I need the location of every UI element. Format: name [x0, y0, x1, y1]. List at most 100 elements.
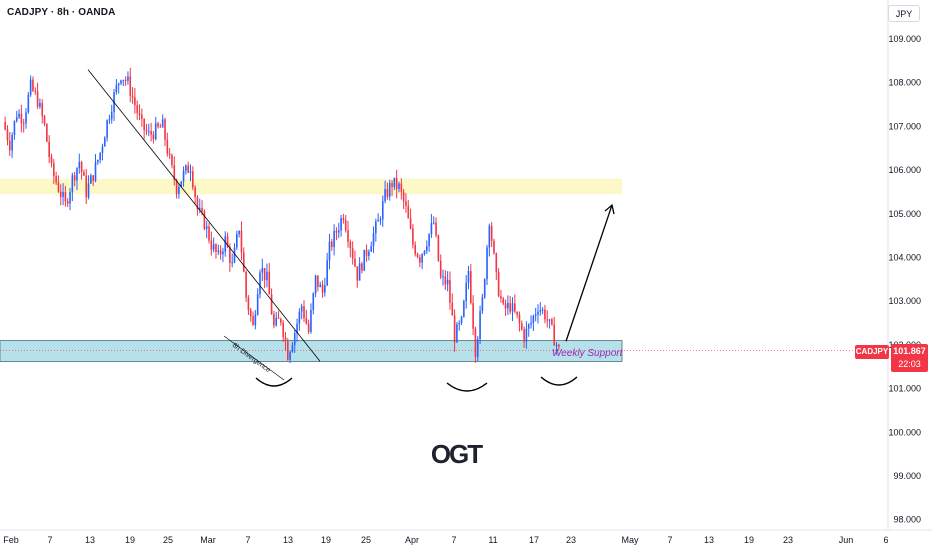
candle [497, 268, 500, 298]
candle-body [196, 197, 199, 210]
candle [432, 216, 435, 225]
candle-body [363, 249, 366, 271]
candle [458, 320, 461, 331]
candle [175, 178, 178, 199]
candle-body [516, 311, 518, 315]
candle-body [46, 124, 48, 142]
candle-body [497, 272, 500, 297]
candle [110, 104, 113, 124]
candle [122, 79, 125, 87]
candle [185, 164, 187, 175]
candle-body [437, 235, 440, 261]
candle-body [101, 146, 104, 153]
x-tick-label: 19 [125, 535, 135, 545]
currency-button[interactable]: JPY [888, 5, 920, 22]
candle-body [409, 218, 412, 229]
candle [356, 266, 359, 288]
candle [303, 300, 305, 323]
candle-body [472, 303, 474, 329]
candle [384, 180, 386, 204]
candle [495, 252, 498, 281]
candle [191, 166, 194, 191]
candle-body [307, 323, 310, 332]
candle-body [525, 328, 528, 342]
support-label: Weekly Support [552, 348, 624, 359]
candle-body [87, 183, 90, 198]
candle-body [451, 302, 454, 316]
candle-body [305, 318, 308, 324]
candle [161, 114, 164, 128]
candle-body [548, 319, 551, 321]
candle-body [520, 323, 523, 330]
candle [198, 198, 201, 214]
candle [363, 249, 366, 271]
x-tick-label: May [621, 535, 639, 545]
candle [92, 175, 95, 187]
candle [451, 293, 454, 316]
candle [178, 183, 180, 199]
candle-body [291, 344, 294, 352]
candle-body [361, 263, 363, 271]
x-tick-label: 7 [667, 535, 672, 545]
candle-body [537, 311, 539, 315]
candle [284, 332, 287, 351]
candle-body [337, 230, 340, 233]
candle-body [210, 240, 213, 250]
candle [463, 299, 465, 318]
candle [368, 249, 370, 261]
candle [238, 230, 240, 238]
candle [29, 75, 32, 97]
candle [83, 169, 85, 176]
candle [196, 195, 199, 216]
candle-body [270, 294, 273, 315]
candle [69, 188, 71, 211]
candle-body [175, 180, 178, 194]
candle [310, 303, 312, 334]
candle-body [64, 192, 67, 202]
candle [444, 270, 447, 291]
candle-body [222, 251, 224, 255]
candle [298, 308, 301, 331]
candle [59, 184, 62, 206]
candle-body [48, 141, 50, 157]
candle [168, 148, 171, 159]
candle-body [194, 187, 196, 198]
candle [71, 172, 74, 202]
candle [259, 269, 261, 299]
candle-body [32, 79, 34, 91]
candle-body [414, 244, 417, 255]
candle [307, 319, 310, 335]
candle-body [425, 246, 428, 251]
candle [124, 76, 127, 86]
candle [486, 244, 488, 285]
candle-body [439, 260, 442, 278]
candle-body [15, 117, 18, 122]
candle-body [229, 247, 231, 263]
candle-body [224, 236, 227, 252]
candle [242, 247, 245, 273]
candle-body [34, 90, 37, 92]
candle-body [20, 113, 23, 124]
candle-body [110, 112, 113, 120]
candle [453, 309, 456, 352]
candle [141, 108, 143, 127]
candle [154, 116, 157, 141]
candle-body [407, 205, 410, 219]
candle-body [456, 324, 458, 343]
x-tick-label: Apr [405, 535, 419, 545]
candle [333, 224, 335, 256]
x-tick-label: 11 [488, 535, 497, 545]
candle-body [365, 249, 368, 256]
candle [361, 261, 363, 274]
projection-arrow-line [565, 204, 613, 342]
candle-body [29, 79, 32, 95]
candle [344, 215, 347, 233]
candle [534, 307, 537, 322]
candle [266, 263, 268, 288]
candle [467, 265, 470, 290]
candle-body [351, 248, 354, 259]
candle [558, 343, 560, 350]
candle [52, 158, 55, 185]
candle-body [245, 271, 247, 298]
